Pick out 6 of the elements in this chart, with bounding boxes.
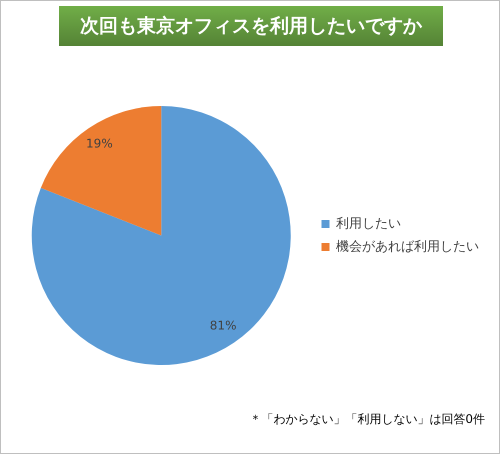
data-label: 81% xyxy=(210,318,236,333)
legend-label: 機会があれば利用したい xyxy=(336,239,479,254)
chart-title: 次回も東京オフィスを利用したいですか xyxy=(59,6,443,46)
legend-label: 利用したい xyxy=(336,216,401,232)
data-label: 19% xyxy=(86,136,113,151)
text: ＊「わからない」「利用しない」は回答0件 xyxy=(249,411,485,428)
